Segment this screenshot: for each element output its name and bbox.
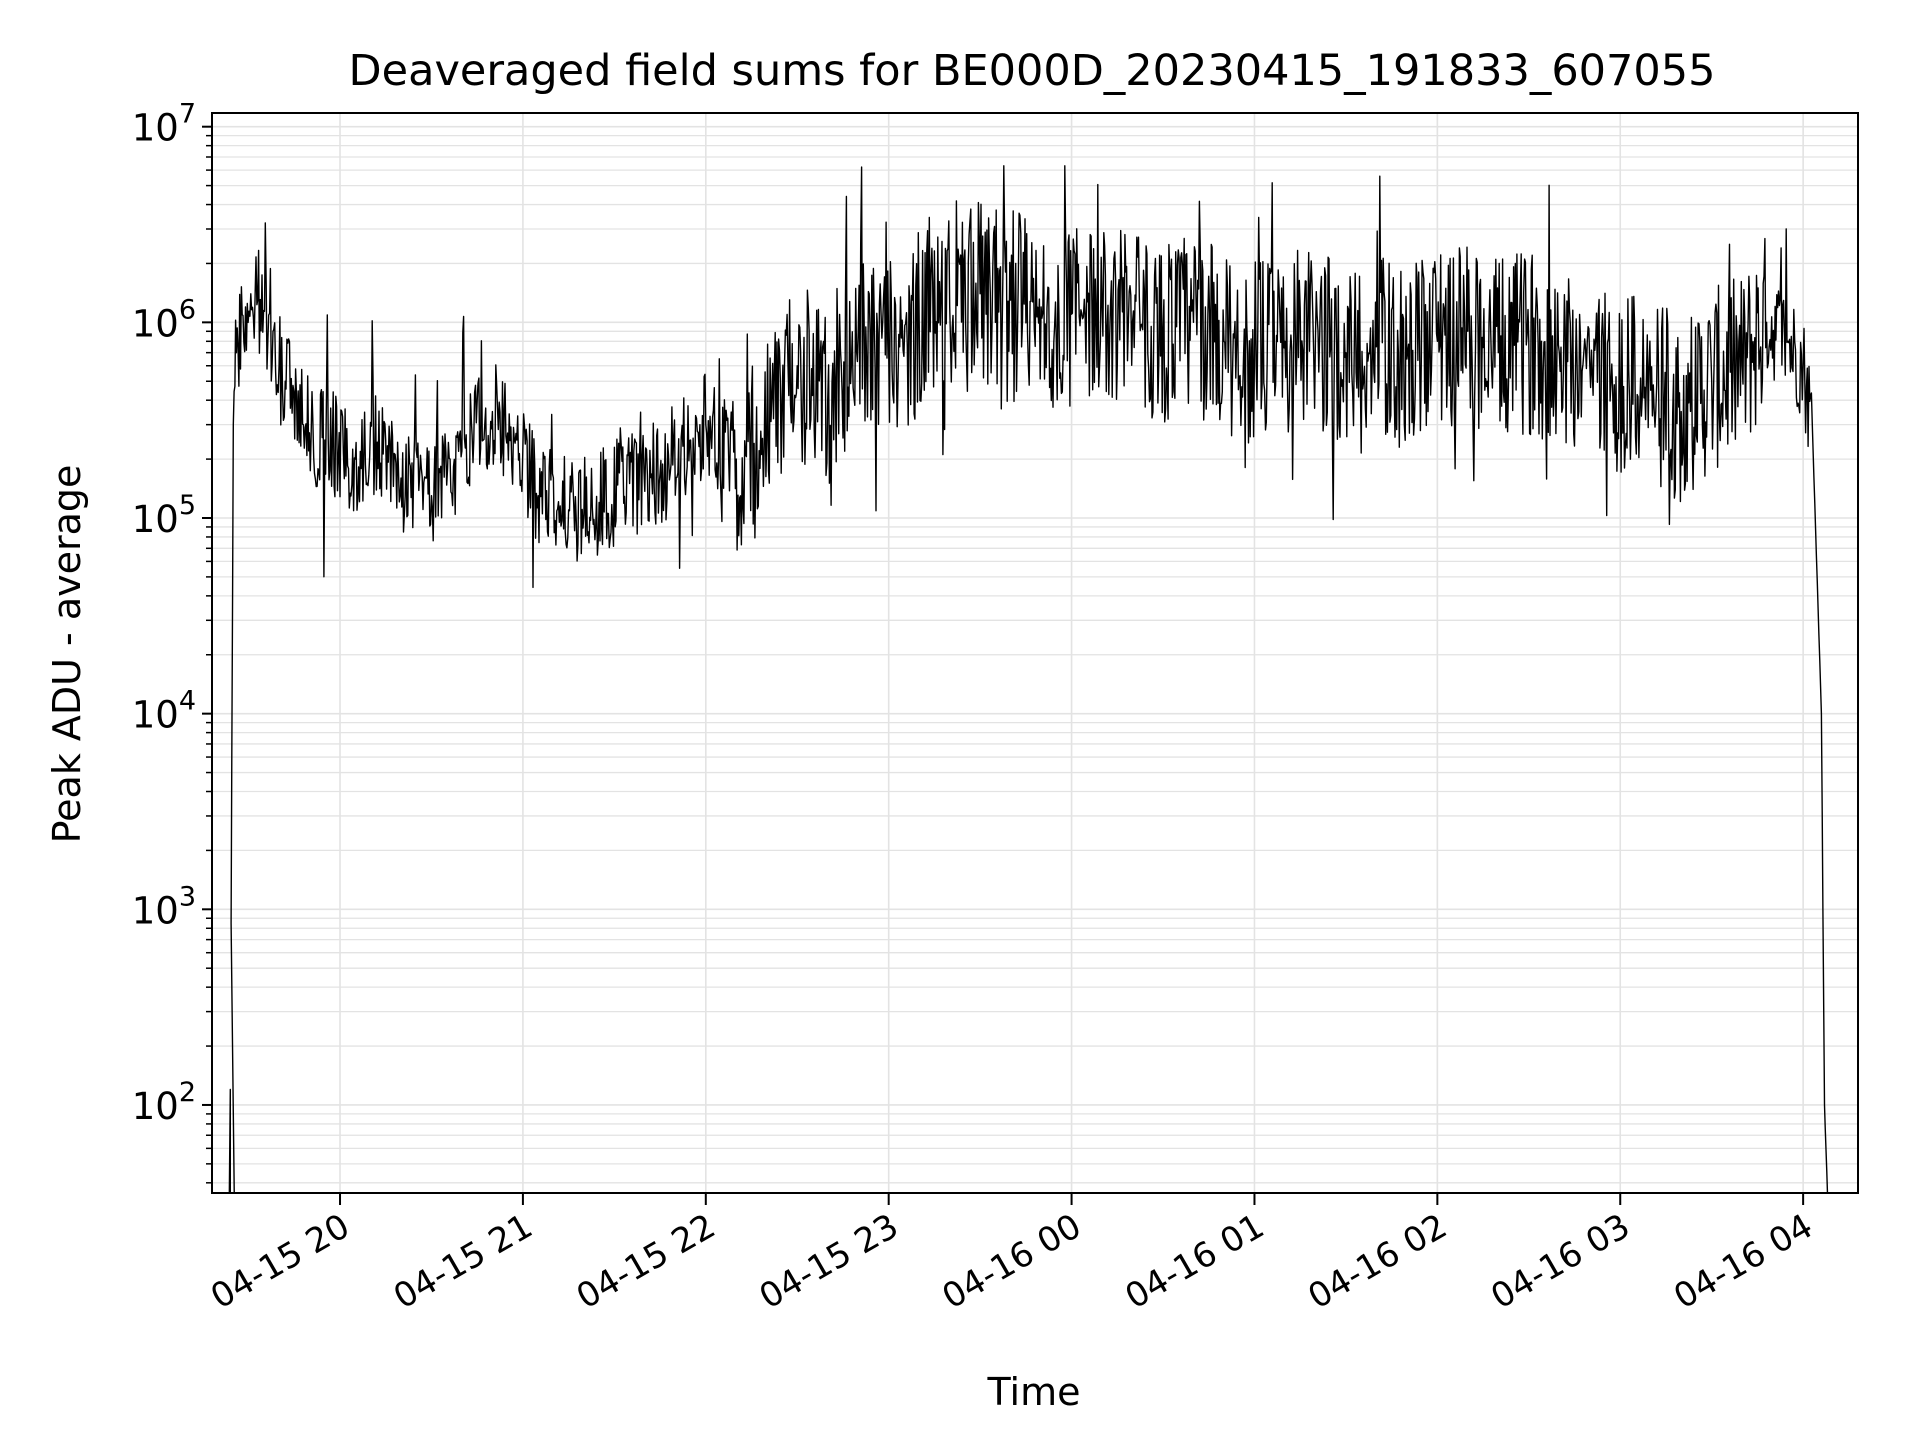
y-tick-label: 106 [132, 294, 196, 345]
chart-title: Deaveraged field sums for BE000D_2023041… [349, 46, 1716, 96]
x-axis-label: Time [987, 1370, 1081, 1414]
y-tick-label: 102 [132, 1077, 196, 1128]
axes-frame [211, 112, 1859, 1194]
y-tick-label: 104 [132, 686, 196, 737]
series-line [228, 165, 1829, 1193]
grid [212, 113, 1858, 1193]
plot-area [228, 165, 1829, 1193]
y-axis-label: Peak ADU - average [45, 465, 89, 844]
y-tick-label: 107 [132, 99, 196, 150]
y-axis: 102 103 104 105 106 107 [132, 99, 212, 1184]
y-tick-label: 105 [132, 490, 196, 541]
y-tick-label: 103 [132, 881, 196, 932]
